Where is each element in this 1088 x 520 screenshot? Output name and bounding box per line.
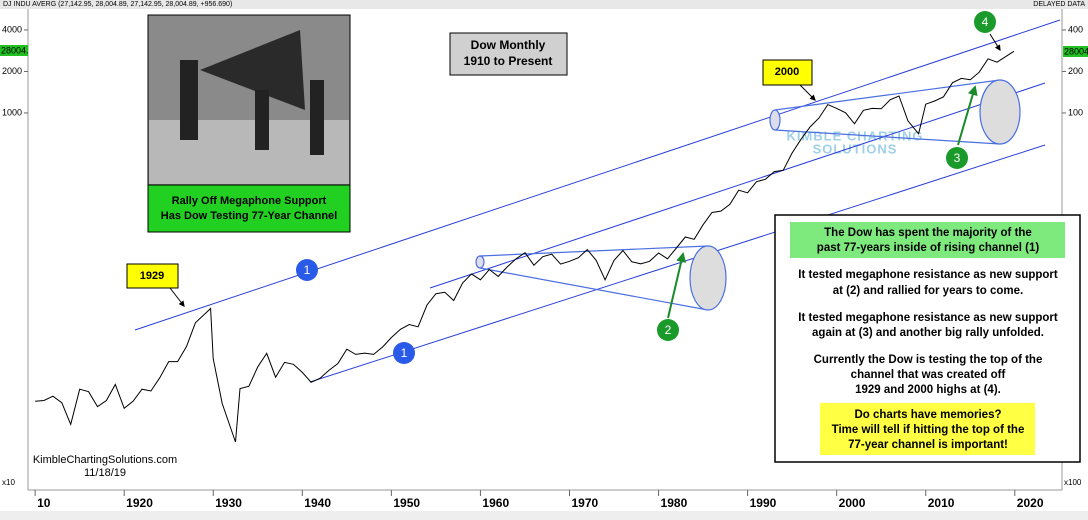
marker-label: 1	[304, 263, 311, 277]
toolbar	[0, 511, 1088, 520]
y2-tick-label: 400	[1068, 24, 1083, 34]
note-text: Currently the Dow is testing the top of …	[814, 354, 1043, 366]
watermark: SOLUTIONS	[813, 141, 898, 156]
last-value: 28004.	[1, 45, 29, 55]
y2-multiplier: x100	[1064, 478, 1082, 487]
markers: 1 1 2 3 4	[296, 11, 996, 364]
chart-subtitle: 1910 to Present	[464, 54, 553, 68]
callout: 1929	[140, 270, 164, 282]
photo-caption: Rally Off Megaphone Support	[172, 195, 327, 207]
x-tick-label: 1980	[661, 496, 688, 510]
callout-box	[762, 59, 813, 86]
note-text: 1929 and 2000 highs at (4).	[855, 384, 1001, 396]
photo-figures	[180, 60, 324, 155]
x-tick-label: 1950	[393, 496, 420, 510]
x-tick-label: 2000	[839, 496, 866, 510]
x-tick-label: 1960	[482, 496, 509, 510]
note-text: It tested megaphone resistance as new su…	[798, 269, 1058, 281]
watermark: KIMBLE CHARTING	[786, 128, 923, 143]
note-text: past 77-years inside of rising channel (…	[817, 242, 1040, 254]
header: DJ INDU AVERG (27,142.95, 28,004.89, 27,…	[3, 1, 232, 8]
y-tick-label: 4000	[2, 24, 22, 34]
megaphones	[475, 79, 1021, 311]
x-tick-label: 10	[37, 496, 51, 510]
x-tick-label: 1930	[215, 496, 242, 510]
x-tick-label: 2010	[928, 496, 955, 510]
y-tick-label: 2000	[2, 66, 22, 76]
x-tick-label: 1970	[571, 496, 598, 510]
photo-megaphone	[200, 30, 305, 110]
y-multiplier: x10	[2, 478, 15, 487]
note-text: at (2) and rallied for years to come.	[833, 285, 1023, 297]
note: The Dow has spent the majority of the pa…	[774, 214, 1081, 463]
x-tick-label: 1940	[304, 496, 331, 510]
last-tag	[1063, 46, 1088, 57]
note-text: It tested megaphone resistance as new su…	[798, 312, 1058, 324]
arrows	[169, 33, 1001, 319]
callout: 2000	[775, 66, 799, 78]
y2-tick-label: 100	[1068, 107, 1083, 117]
last-tag	[0, 45, 28, 56]
note-text: The Dow has spent the majority of the	[824, 227, 1032, 239]
x-tick-label: 2020	[1017, 496, 1044, 510]
marker-label: 3	[954, 151, 961, 165]
header-bar	[0, 0, 1088, 9]
note-text: Time will tell if hitting the top of the	[832, 424, 1025, 436]
y-tick-label: 1000	[2, 107, 22, 117]
price-line	[35, 50, 1015, 443]
chart-title: Dow Monthly	[471, 38, 546, 52]
source: KimbleChartingSolutions.com	[33, 454, 177, 466]
marker-label: 4	[982, 15, 989, 29]
x-tick-label: 1990	[750, 496, 777, 510]
photo-caption: Has Dow Testing 77-Year Channel	[161, 210, 337, 222]
marker-label: 2	[665, 323, 672, 337]
note-text: again at (3) and another big rally unfol…	[812, 327, 1044, 339]
callout-box	[126, 263, 179, 289]
data-status: DELAYED DATA	[1033, 1, 1085, 8]
last-value: 28004	[1064, 46, 1088, 56]
y2-tick-label: 200	[1068, 66, 1083, 76]
note-text: 77-year channel is important!	[848, 439, 1008, 451]
marker-label: 1	[401, 346, 408, 360]
date: 11/18/19	[84, 467, 126, 479]
title-box	[449, 32, 568, 76]
caption-box	[147, 184, 351, 233]
x-tick-label: 1920	[126, 496, 153, 510]
note-text: channel that was created off	[851, 369, 1006, 381]
note-text: Do charts have memories?	[854, 409, 1001, 421]
